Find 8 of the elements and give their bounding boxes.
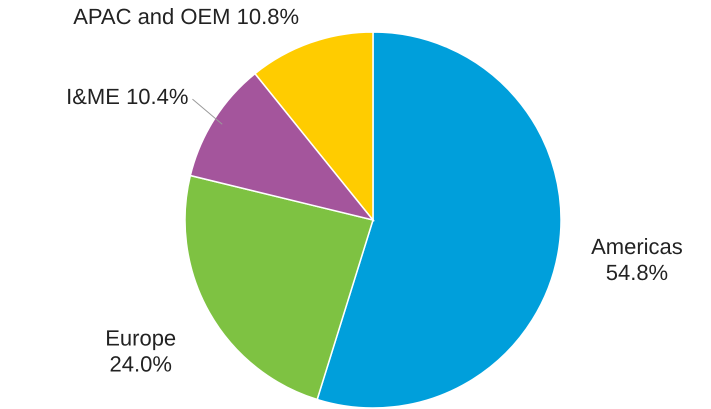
data-label: 10.8% (236, 4, 300, 29)
data-label: 24.0% (110, 352, 172, 377)
slice-label: APAC and OEM (73, 4, 231, 29)
slice-label: Americas (591, 234, 683, 260)
slice-label: Europe (105, 326, 176, 351)
data-label: 54.8% (606, 260, 668, 286)
data-label: 10.4% (126, 84, 188, 110)
slice-label: I&ME (66, 84, 120, 110)
